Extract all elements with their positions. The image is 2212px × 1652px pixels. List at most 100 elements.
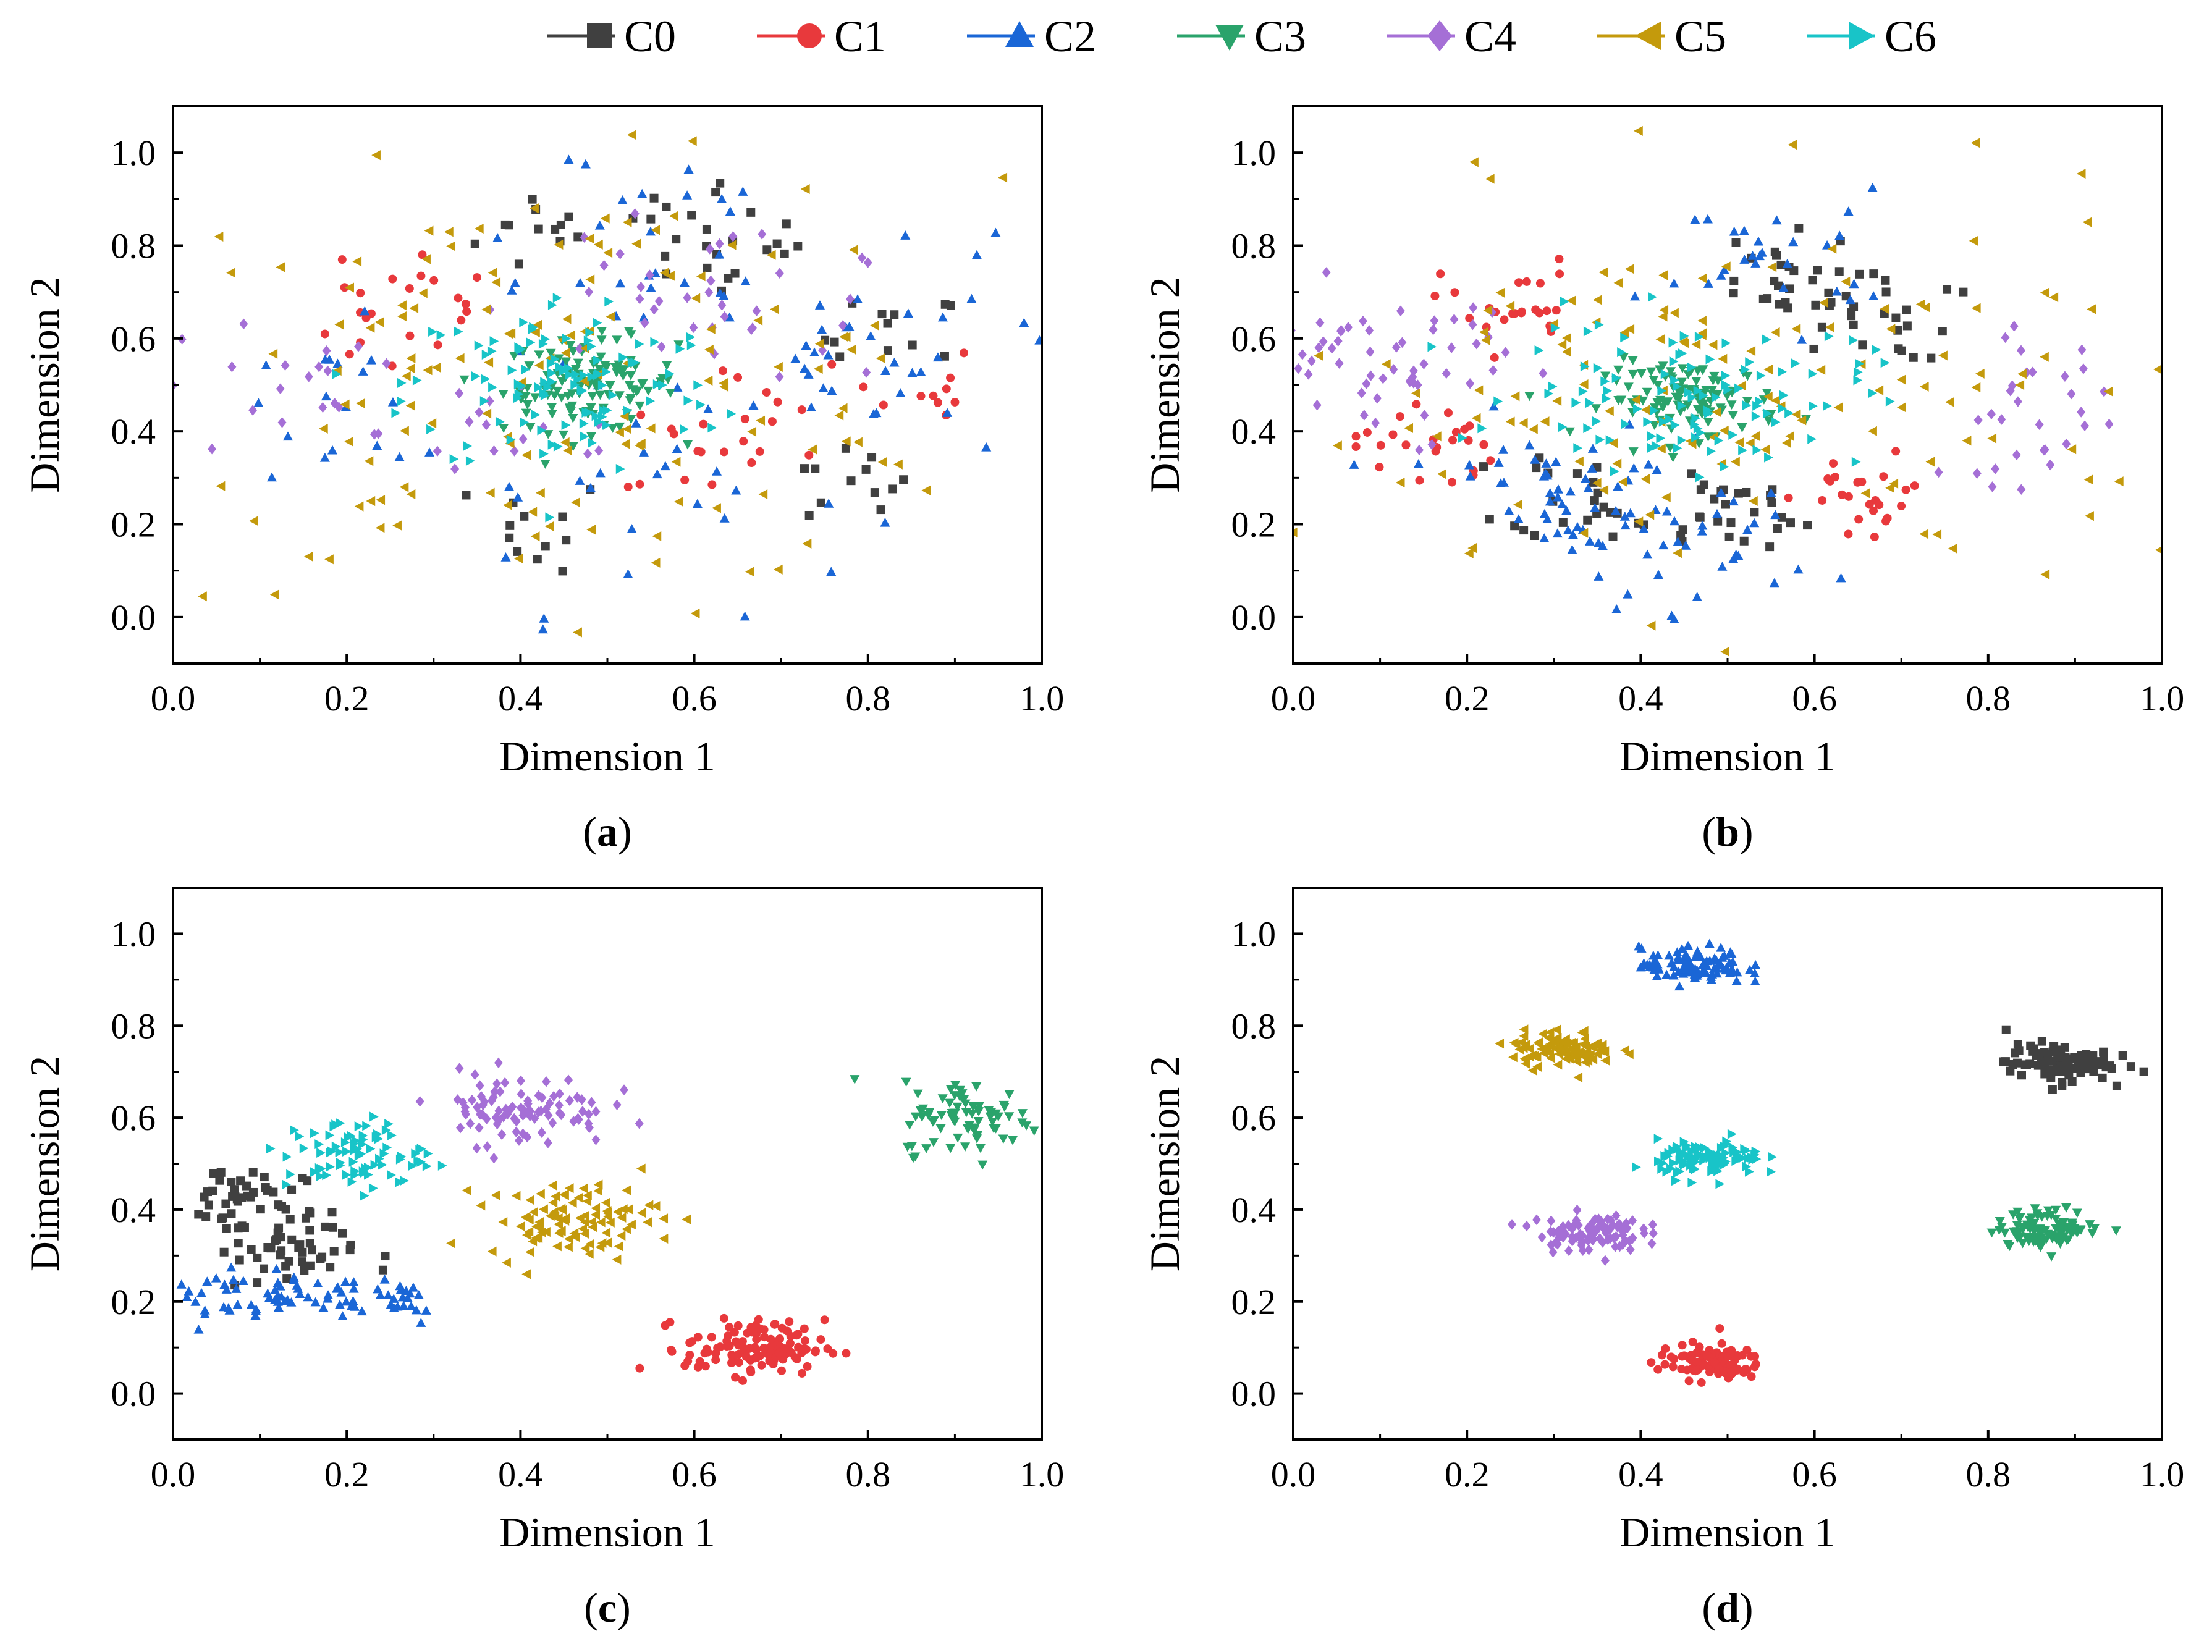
point-c2 xyxy=(323,1290,334,1299)
point-c0 xyxy=(230,1185,239,1194)
point-c1 xyxy=(1535,279,1545,288)
point-c2 xyxy=(1504,505,1514,515)
point-c6 xyxy=(495,416,505,427)
point-c4 xyxy=(863,257,872,268)
point-c1 xyxy=(1717,1339,1726,1348)
point-c6 xyxy=(1654,1156,1663,1166)
legend-label-c1: C1 xyxy=(834,12,886,61)
point-c5 xyxy=(444,227,454,237)
point-c0 xyxy=(703,263,712,272)
point-c4 xyxy=(481,419,491,431)
point-c2 xyxy=(1653,950,1663,959)
point-c6 xyxy=(1544,388,1554,399)
point-c1 xyxy=(1730,1355,1739,1365)
point-c2 xyxy=(271,1264,282,1273)
point-c5 xyxy=(659,1213,669,1224)
point-c2 xyxy=(1611,505,1621,515)
point-c0 xyxy=(308,1245,317,1255)
point-c0 xyxy=(2118,1051,2127,1060)
point-c3 xyxy=(568,347,578,356)
y-tick-label: 0.0 xyxy=(111,1374,156,1414)
point-c1 xyxy=(773,397,782,407)
point-c6 xyxy=(1808,369,1818,379)
point-c0 xyxy=(940,352,949,361)
point-c1 xyxy=(1500,315,1509,324)
point-c5 xyxy=(1749,495,1758,507)
point-c5 xyxy=(530,531,540,542)
point-c4 xyxy=(587,1097,596,1108)
point-c6 xyxy=(422,1161,432,1171)
point-c1 xyxy=(462,307,471,316)
point-c5 xyxy=(1833,402,1843,413)
point-c0 xyxy=(2126,1062,2135,1071)
point-c6 xyxy=(340,1137,350,1148)
point-c5 xyxy=(1698,327,1707,339)
point-c2 xyxy=(321,391,331,401)
point-c3 xyxy=(985,1112,995,1122)
point-c6 xyxy=(348,1157,358,1167)
point-c3 xyxy=(990,1124,1001,1134)
point-c2 xyxy=(1413,458,1424,468)
point-c6 xyxy=(369,1111,379,1122)
point-c2 xyxy=(399,1300,409,1310)
point-c1 xyxy=(786,1347,795,1357)
point-c5 xyxy=(766,250,776,260)
point-c4 xyxy=(1564,1220,1573,1231)
point-c2 xyxy=(824,499,834,508)
point-c2 xyxy=(646,282,656,292)
point-c3 xyxy=(987,1117,998,1127)
point-c5 xyxy=(651,557,661,568)
point-c6 xyxy=(1853,375,1863,386)
point-c2 xyxy=(372,440,382,450)
point-c2 xyxy=(1703,279,1714,288)
point-c5 xyxy=(703,376,713,386)
point-c2 xyxy=(1661,506,1672,516)
point-c3 xyxy=(1692,405,1703,415)
point-c6 xyxy=(344,1132,353,1142)
point-c5 xyxy=(834,410,844,421)
point-c6 xyxy=(658,380,667,390)
point-c0 xyxy=(216,1168,226,1177)
point-c5 xyxy=(1745,437,1755,449)
point-c0 xyxy=(1811,300,1820,310)
point-c5 xyxy=(1932,529,1942,540)
point-c0 xyxy=(661,251,670,261)
point-c3 xyxy=(1623,382,1634,392)
point-c0 xyxy=(2046,1068,2056,1077)
point-c4 xyxy=(323,365,332,377)
point-c3 xyxy=(575,381,586,391)
point-c4 xyxy=(748,322,757,334)
point-c5 xyxy=(1474,385,1484,395)
point-c3 xyxy=(682,440,693,450)
point-c3 xyxy=(924,1108,935,1117)
point-c4 xyxy=(1319,336,1328,347)
point-c5 xyxy=(1546,1053,1555,1063)
point-c4 xyxy=(483,1141,492,1152)
point-c4 xyxy=(1415,444,1424,456)
point-c2 xyxy=(336,1287,347,1297)
point-c0 xyxy=(2099,1047,2108,1056)
scatter-points xyxy=(173,130,1042,638)
point-c4 xyxy=(612,1099,622,1110)
point-c6 xyxy=(1687,362,1697,373)
point-c3 xyxy=(1564,427,1575,437)
point-c6 xyxy=(1744,1166,1754,1177)
x-tick-label: 0.4 xyxy=(1618,678,1663,719)
point-c5 xyxy=(352,256,362,267)
point-c3 xyxy=(961,1108,971,1118)
point-c5 xyxy=(547,1180,557,1191)
point-c5 xyxy=(876,353,885,364)
point-c2 xyxy=(1697,526,1707,536)
point-c6 xyxy=(1687,1147,1697,1157)
point-c6 xyxy=(1742,400,1752,411)
point-c0 xyxy=(1902,321,1912,331)
point-c2 xyxy=(672,444,682,453)
point-c5 xyxy=(562,314,572,324)
point-c4 xyxy=(473,1102,482,1113)
panel-label: (b) xyxy=(1702,808,1753,855)
point-c2 xyxy=(1636,962,1646,972)
point-c6 xyxy=(1784,408,1794,418)
point-c3 xyxy=(2040,1226,2050,1236)
point-c2 xyxy=(1587,444,1598,453)
point-c5 xyxy=(564,1234,573,1244)
